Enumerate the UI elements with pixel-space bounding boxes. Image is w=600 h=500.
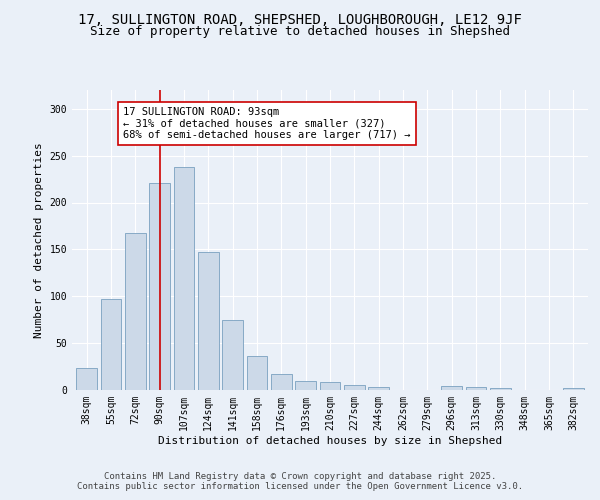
Text: 17 SULLINGTON ROAD: 93sqm
← 31% of detached houses are smaller (327)
68% of semi: 17 SULLINGTON ROAD: 93sqm ← 31% of detac… [123, 107, 410, 140]
Bar [76, 368, 97, 390]
Bar [173, 167, 194, 390]
Bar [466, 387, 487, 390]
Bar [563, 388, 584, 390]
Bar [442, 386, 462, 390]
Bar [198, 252, 218, 390]
Y-axis label: Number of detached properties: Number of detached properties [34, 142, 44, 338]
Bar [101, 299, 121, 390]
Bar [271, 374, 292, 390]
Bar [149, 183, 170, 390]
Bar [222, 320, 243, 390]
Bar [247, 356, 268, 390]
Bar [490, 388, 511, 390]
Bar [295, 380, 316, 390]
Bar [320, 382, 340, 390]
X-axis label: Distribution of detached houses by size in Shepshed: Distribution of detached houses by size … [158, 436, 502, 446]
Bar [368, 387, 389, 390]
Text: Contains public sector information licensed under the Open Government Licence v3: Contains public sector information licen… [77, 482, 523, 491]
Text: Size of property relative to detached houses in Shepshed: Size of property relative to detached ho… [90, 25, 510, 38]
Bar [344, 386, 365, 390]
Text: Contains HM Land Registry data © Crown copyright and database right 2025.: Contains HM Land Registry data © Crown c… [104, 472, 496, 481]
Text: 17, SULLINGTON ROAD, SHEPSHED, LOUGHBOROUGH, LE12 9JF: 17, SULLINGTON ROAD, SHEPSHED, LOUGHBORO… [78, 12, 522, 26]
Bar [125, 232, 146, 390]
